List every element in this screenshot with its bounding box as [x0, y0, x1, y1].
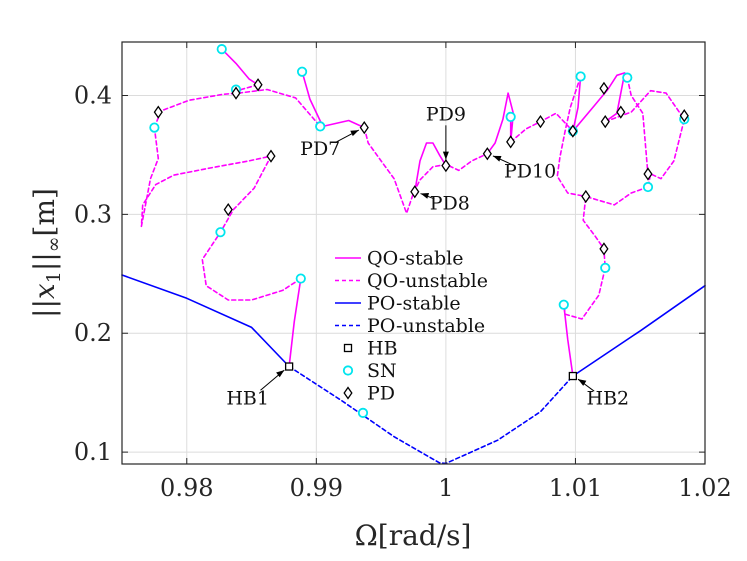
annotations: HB1 HB2 PD7 PD8 PD9 PD10 [226, 103, 629, 409]
y-axis-title-var: x [28, 283, 61, 299]
series-line [572, 72, 626, 132]
annotation-label: PD9 [426, 103, 466, 125]
ticks: 0.98 0.99 1 1.01 1.02 0.1 0.2 0.3 0.4 [74, 42, 732, 502]
hb-marker [568, 371, 578, 381]
legend-label: QO-stable [367, 248, 463, 270]
sn-marker [149, 122, 160, 133]
pd-marker [568, 124, 578, 138]
y-tick-label: 0.3 [74, 200, 112, 228]
sn-marker [296, 66, 308, 77]
legend-label: PO-stable [367, 293, 461, 315]
series-line [556, 75, 587, 198]
x-tick-label: 0.98 [160, 474, 213, 502]
y-axis-title-inf: ∞ [43, 236, 65, 252]
series-line [288, 365, 574, 465]
series-line [562, 186, 649, 320]
x-tick-label: 1.02 [678, 474, 731, 502]
series-line [288, 277, 302, 368]
series-line [626, 76, 649, 176]
annotation-arrowhead [276, 370, 285, 378]
pd-marker [482, 147, 492, 161]
annotation-label: HB1 [226, 387, 269, 409]
pd-marker [581, 189, 591, 204]
sn-marker [558, 299, 569, 310]
pd-marker [231, 86, 241, 100]
pd-marker [535, 115, 546, 129]
y-axis-title-sub: 1 [43, 271, 65, 283]
plot-frame [121, 41, 706, 465]
pd-marker [359, 120, 369, 135]
pd-marker [441, 158, 451, 173]
y-axis-title-unit: [m] [28, 188, 61, 236]
annotation-arrowhead [420, 193, 430, 199]
series-line [221, 48, 259, 86]
legend-label: QO-unstable [367, 270, 488, 292]
series-line [153, 88, 322, 129]
series-line [121, 274, 290, 368]
legend: QO-stableQO-unstablePO-stablePO-unstable… [335, 248, 488, 405]
sn-marker [622, 72, 633, 83]
series-line [562, 303, 574, 377]
y-tick-label: 0.4 [74, 81, 112, 109]
annotation-arrowhead [442, 151, 449, 160]
annotation-label: HB2 [587, 387, 630, 409]
legend-label: PO-unstable [367, 315, 485, 337]
y-axis-title-norm-open: || [28, 299, 61, 318]
pd-marker [153, 105, 163, 119]
pd-marker [600, 115, 610, 129]
legend-label: PD [367, 383, 395, 405]
x-tick-label: 1.01 [549, 474, 602, 502]
pd-marker [410, 185, 420, 199]
pd-marker [599, 242, 609, 256]
sn-marker [295, 273, 306, 284]
sn-marker [505, 111, 516, 122]
sn-marker [357, 407, 369, 418]
pd-marker [266, 149, 276, 163]
marker-layer [149, 44, 690, 418]
y-tick-label: 0.1 [74, 438, 112, 466]
annotation-arrowhead [350, 130, 359, 137]
x-axis-title: Ω[rad/s] [355, 519, 472, 552]
y-axis-title: ||x1||∞[m] [28, 188, 65, 318]
sn-marker [315, 121, 326, 132]
legend-swatch-diamond [343, 386, 353, 400]
sn-marker [215, 227, 226, 238]
pd-marker [616, 105, 626, 119]
pd-marker [599, 81, 609, 96]
x-tick-label: 1 [438, 474, 453, 502]
annotation-label: PD7 [300, 138, 340, 160]
series-line [413, 142, 447, 193]
pd-marker [506, 135, 516, 149]
pd-marker [643, 167, 653, 181]
hb-marker [284, 362, 294, 371]
pd-marker [223, 202, 233, 217]
x-tick-label: 0.99 [290, 474, 343, 502]
series-line [301, 70, 324, 128]
annotation-arrowhead [577, 379, 587, 386]
legend-label: SN [367, 360, 397, 382]
series-line [572, 284, 706, 377]
annotation-label: PD10 [504, 160, 556, 182]
annotation-arrowhead [492, 155, 502, 162]
series-line [363, 126, 408, 216]
legend-label: HB [367, 338, 398, 360]
sn-marker [216, 44, 227, 55]
sn-marker [575, 71, 586, 82]
series-line [321, 119, 366, 129]
y-tick-label: 0.2 [74, 319, 112, 347]
legend-swatch-circle [342, 365, 354, 376]
pd-marker [253, 78, 263, 92]
sn-marker [600, 262, 611, 273]
sn-marker [642, 181, 654, 193]
legend-swatch-square [343, 343, 353, 353]
pd-marker [679, 109, 689, 123]
annotation-label: PD8 [430, 192, 470, 214]
series-line [572, 75, 582, 132]
y-axis-title-norm-close: || [28, 252, 61, 271]
plot-background [122, 42, 705, 464]
